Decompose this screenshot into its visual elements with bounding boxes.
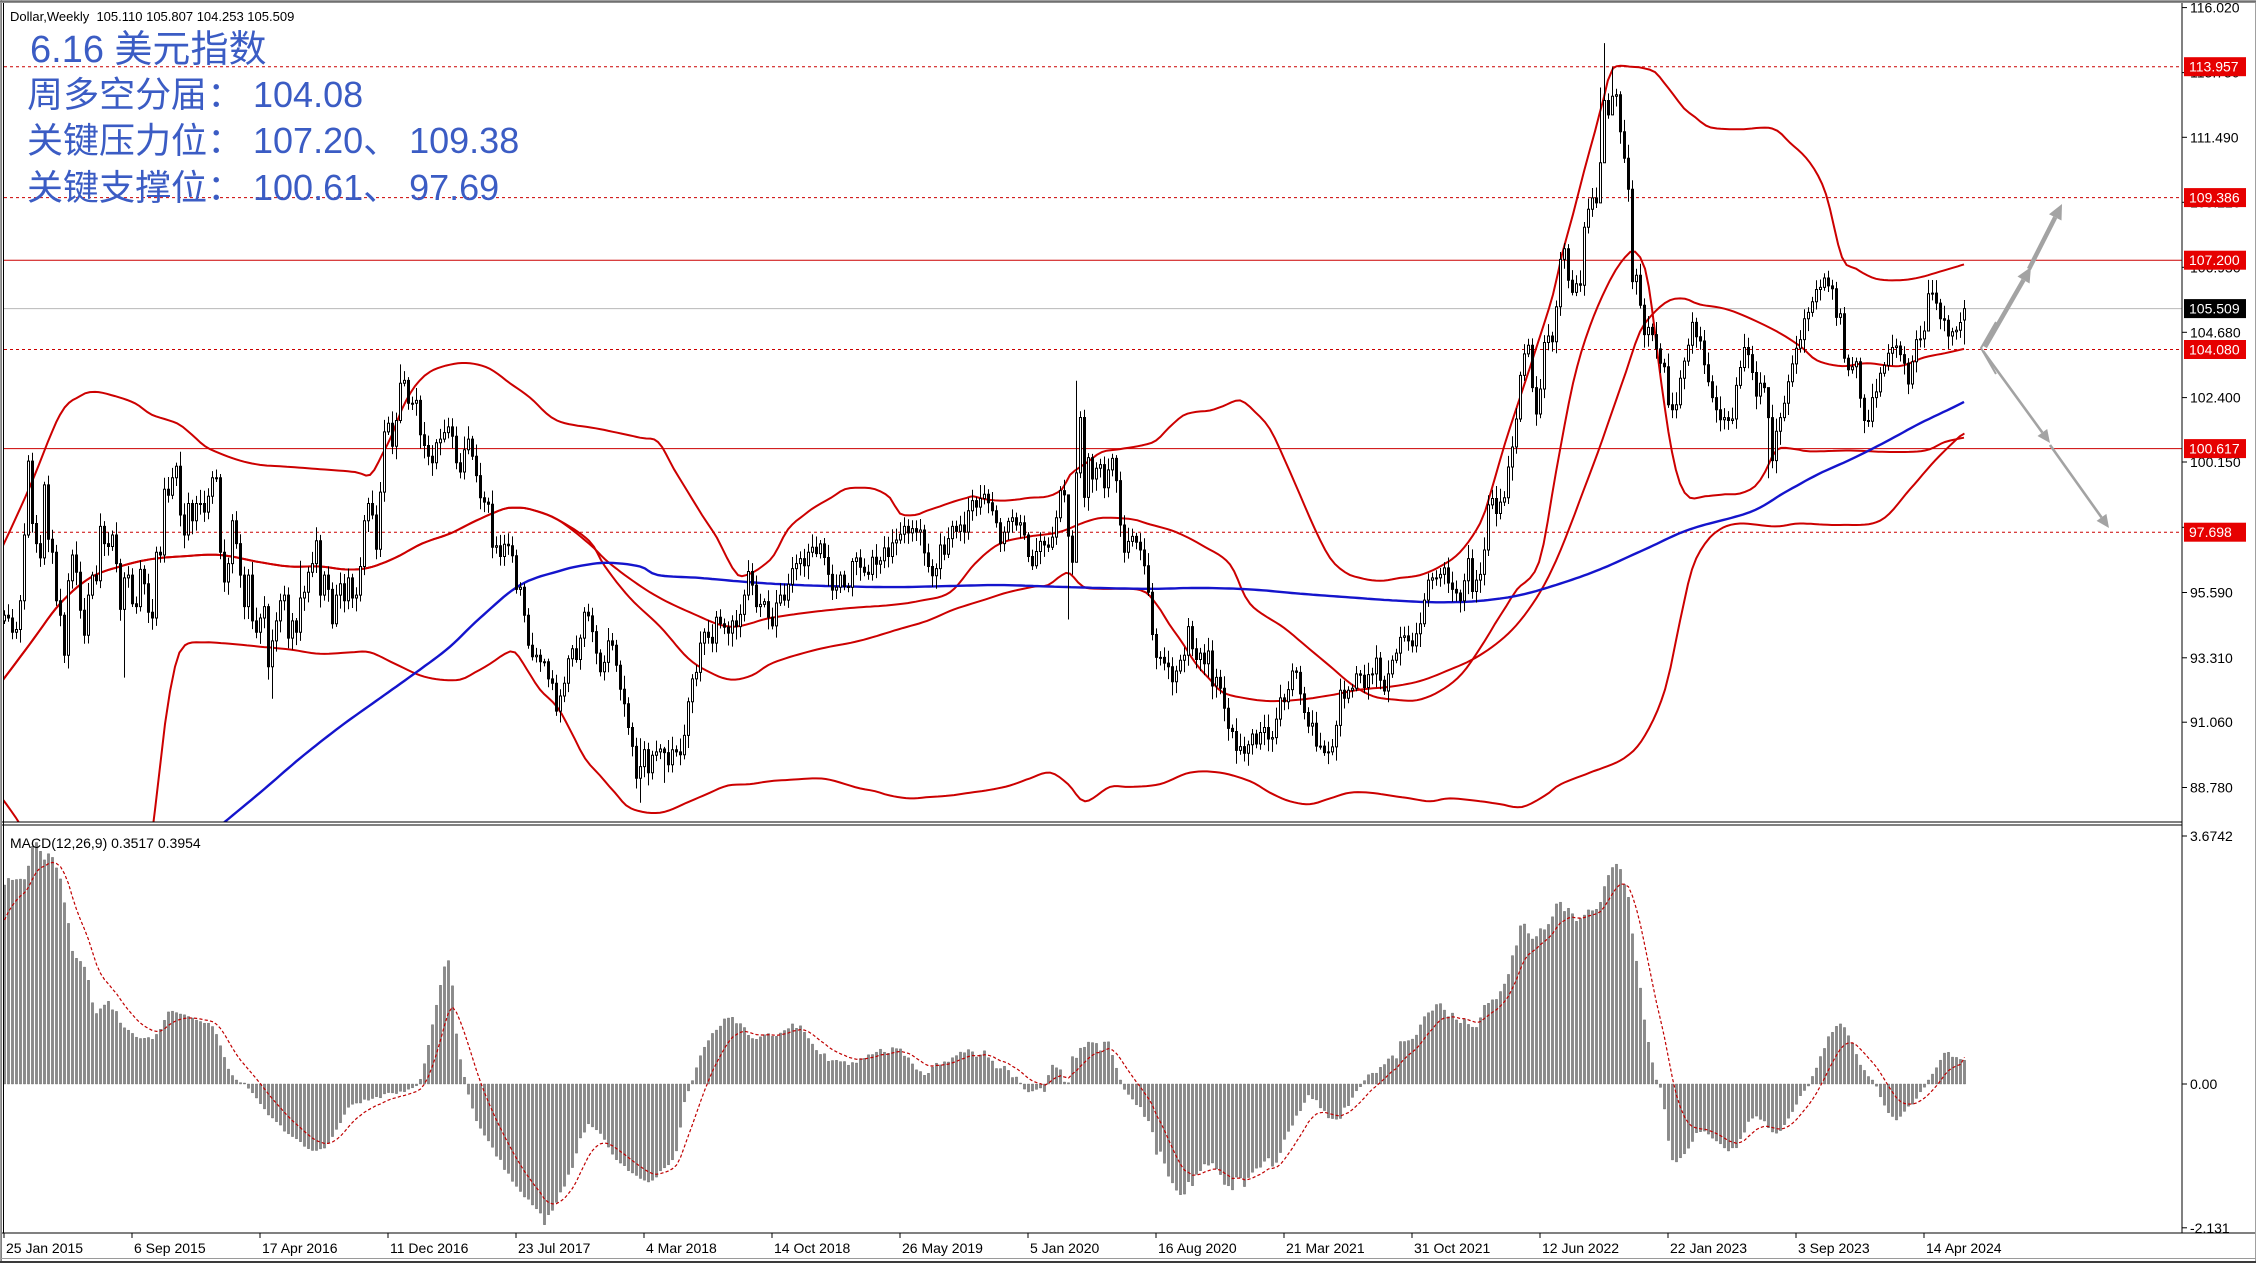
svg-text:11 Dec 2016: 11 Dec 2016 xyxy=(390,1240,469,1256)
svg-text:97.698: 97.698 xyxy=(2189,524,2232,540)
svg-text:3.6742: 3.6742 xyxy=(2190,828,2233,844)
svg-text:93.310: 93.310 xyxy=(2190,650,2233,666)
svg-text:31 Oct 2021: 31 Oct 2021 xyxy=(1414,1240,1490,1256)
svg-text:12 Jun 2022: 12 Jun 2022 xyxy=(1542,1240,1619,1256)
svg-text:MACD(12,26,9) 0.3517 0.3954: MACD(12,26,9) 0.3517 0.3954 xyxy=(10,835,201,851)
svg-text:23 Jul 2017: 23 Jul 2017 xyxy=(518,1240,591,1256)
svg-text:116.020: 116.020 xyxy=(2190,0,2240,16)
svg-text:22 Jan 2023: 22 Jan 2023 xyxy=(1670,1240,1747,1256)
svg-text:111.490: 111.490 xyxy=(2190,129,2239,145)
svg-text:91.060: 91.060 xyxy=(2190,714,2233,730)
svg-text:104.680: 104.680 xyxy=(2190,324,2241,340)
svg-text:5 Jan 2020: 5 Jan 2020 xyxy=(1030,1240,1099,1256)
svg-text:14 Apr 2024: 14 Apr 2024 xyxy=(1926,1240,2002,1256)
svg-text:关键压力位： 107.20、 109.38: 关键压力位： 107.20、 109.38 xyxy=(27,112,519,164)
svg-text:17 Apr 2016: 17 Apr 2016 xyxy=(262,1240,338,1256)
svg-text:95.590: 95.590 xyxy=(2190,585,2233,601)
svg-text:16 Aug 2020: 16 Aug 2020 xyxy=(1158,1240,1237,1256)
svg-text:26 May 2019: 26 May 2019 xyxy=(902,1240,983,1256)
svg-text:105.509: 105.509 xyxy=(2189,301,2240,317)
svg-text:109.386: 109.386 xyxy=(2189,190,2240,206)
svg-text:4 Mar 2018: 4 Mar 2018 xyxy=(646,1240,717,1256)
svg-text:6 Sep 2015: 6 Sep 2015 xyxy=(134,1240,206,1256)
svg-text:0.00: 0.00 xyxy=(2190,1076,2217,1092)
svg-text:88.780: 88.780 xyxy=(2190,780,2233,796)
svg-text:102.400: 102.400 xyxy=(2190,390,2241,406)
svg-text:104.080: 104.080 xyxy=(2189,342,2240,358)
svg-text:-2.131: -2.131 xyxy=(2190,1220,2230,1236)
svg-text:关键支撑位： 100.61、 97.69: 关键支撑位： 100.61、 97.69 xyxy=(27,159,499,211)
svg-text:21 Mar 2021: 21 Mar 2021 xyxy=(1286,1240,1365,1256)
svg-text:100.617: 100.617 xyxy=(2189,441,2240,457)
svg-text:113.957: 113.957 xyxy=(2189,59,2239,75)
svg-text:6.16 美元指数: 6.16 美元指数 xyxy=(30,18,267,73)
svg-text:3 Sep 2023: 3 Sep 2023 xyxy=(1798,1240,1870,1256)
svg-text:107.200: 107.200 xyxy=(2189,252,2240,268)
svg-text:25 Jan 2015: 25 Jan 2015 xyxy=(6,1240,83,1256)
svg-text:14 Oct 2018: 14 Oct 2018 xyxy=(774,1240,850,1256)
svg-text:周多空分届： 104.08: 周多空分届： 104.08 xyxy=(27,66,363,118)
svg-text:Dollar,Weekly 105.110 105.807: Dollar,Weekly 105.110 105.807 104.253 10… xyxy=(10,9,294,24)
